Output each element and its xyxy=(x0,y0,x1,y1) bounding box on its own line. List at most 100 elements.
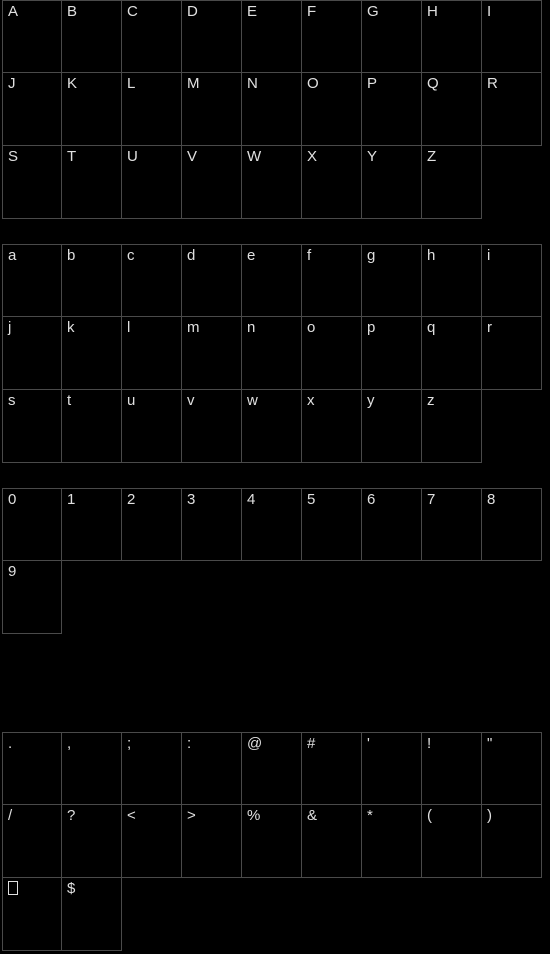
glyph-label: U xyxy=(127,149,138,164)
glyph-cell[interactable]: C xyxy=(122,0,182,73)
glyph-cell[interactable]: N xyxy=(242,73,302,146)
glyph-cell[interactable]: O xyxy=(302,73,362,146)
glyph-cell[interactable]: ; xyxy=(122,732,182,805)
glyph-cell[interactable]: & xyxy=(302,805,362,878)
glyph-cell[interactable]: Z xyxy=(422,146,482,219)
glyph-cell[interactable]: t xyxy=(62,390,122,463)
glyph-cell[interactable]: F xyxy=(302,0,362,73)
glyph-cell[interactable]: g xyxy=(362,244,422,317)
glyph-cell[interactable]: ) xyxy=(482,805,542,878)
glyph-cell[interactable]: f xyxy=(302,244,362,317)
glyph-cell[interactable]: H xyxy=(422,0,482,73)
glyph-cell[interactable]: d xyxy=(182,244,242,317)
glyph-cell[interactable]: 4 xyxy=(242,488,302,561)
glyph-cell[interactable]: B xyxy=(62,0,122,73)
glyph-cell[interactable]: n xyxy=(242,317,302,390)
glyph-cell[interactable]: u xyxy=(122,390,182,463)
glyph-label: # xyxy=(307,736,315,751)
glyph-cell[interactable]: p xyxy=(362,317,422,390)
glyph-cell[interactable]: h xyxy=(422,244,482,317)
glyph-cell[interactable]: 0 xyxy=(2,488,62,561)
glyph-cell[interactable]: U xyxy=(122,146,182,219)
glyph-cell[interactable]: < xyxy=(122,805,182,878)
glyph-cell[interactable]: G xyxy=(362,0,422,73)
glyph-cell[interactable]: 6 xyxy=(362,488,422,561)
glyph-cell[interactable]: 1 xyxy=(62,488,122,561)
glyph-label: d xyxy=(187,248,195,263)
glyph-cell[interactable]: z xyxy=(422,390,482,463)
glyph-cell[interactable]: P xyxy=(362,73,422,146)
glyph-cell[interactable]: b xyxy=(62,244,122,317)
glyph-label: D xyxy=(187,4,198,19)
glyph-cell[interactable]: M xyxy=(182,73,242,146)
glyph-cell[interactable]: ! xyxy=(422,732,482,805)
glyph-cell[interactable]: : xyxy=(182,732,242,805)
glyph-cell[interactable]: ? xyxy=(62,805,122,878)
glyph-cell[interactable]: o xyxy=(302,317,362,390)
glyph-label: V xyxy=(187,149,197,164)
glyph-label: s xyxy=(8,393,16,408)
glyph-cell[interactable]: 5 xyxy=(302,488,362,561)
glyph-cell[interactable]: c xyxy=(122,244,182,317)
glyph-cell[interactable]: @ xyxy=(242,732,302,805)
glyph-cell[interactable]: Q xyxy=(422,73,482,146)
glyph-cell[interactable]: j xyxy=(2,317,62,390)
glyph-label: 6 xyxy=(367,492,375,507)
glyph-cell[interactable]: " xyxy=(482,732,542,805)
glyph-label: H xyxy=(427,4,438,19)
glyph-cell[interactable]: ' xyxy=(362,732,422,805)
glyph-cell[interactable]: / xyxy=(2,805,62,878)
glyph-cell[interactable]: r xyxy=(482,317,542,390)
charmap-section-lowercase: ab cd ef ghi jklmno pqr s tuvwxyz xyxy=(2,244,542,463)
glyph-cell[interactable]: # xyxy=(302,732,362,805)
glyph-cell[interactable]: E xyxy=(242,0,302,73)
glyph-cell[interactable]: > xyxy=(182,805,242,878)
glyph-cell[interactable]: K xyxy=(62,73,122,146)
glyph-cell[interactable]: s xyxy=(2,390,62,463)
glyph-cell[interactable]: x xyxy=(302,390,362,463)
glyph-cell[interactable]: v xyxy=(182,390,242,463)
glyph-cell[interactable]: 9 xyxy=(2,561,62,634)
glyph-cell[interactable]: S xyxy=(2,146,62,219)
glyph-cell[interactable]: . xyxy=(2,732,62,805)
glyph-cell[interactable]: a xyxy=(2,244,62,317)
glyph-cell[interactable]: A xyxy=(2,0,62,73)
glyph-cell[interactable]: 7 xyxy=(422,488,482,561)
glyph-cell[interactable]: , xyxy=(62,732,122,805)
glyph-cell[interactable]: 2 xyxy=(122,488,182,561)
glyph-cell[interactable]: m xyxy=(182,317,242,390)
glyph-cell[interactable]: 3 xyxy=(182,488,242,561)
glyph-label: Q xyxy=(427,76,439,91)
glyph-cell[interactable]: X xyxy=(302,146,362,219)
glyph-cell[interactable]: $ xyxy=(62,878,122,951)
glyph-cell[interactable]: T xyxy=(62,146,122,219)
glyph-cell[interactable]: * xyxy=(362,805,422,878)
glyph-cell[interactable] xyxy=(2,878,62,951)
glyph-cell[interactable]: l xyxy=(122,317,182,390)
glyph-cell[interactable]: % xyxy=(242,805,302,878)
glyph-cell[interactable]: 8 xyxy=(482,488,542,561)
glyph-cell[interactable]: L xyxy=(122,73,182,146)
glyph-label: o xyxy=(307,320,315,335)
glyph-cell[interactable]: D xyxy=(182,0,242,73)
glyph-cell[interactable]: ( xyxy=(422,805,482,878)
glyph-label: b xyxy=(67,248,75,263)
glyph-cell[interactable]: W xyxy=(242,146,302,219)
glyph-cell[interactable]: I xyxy=(482,0,542,73)
glyph-cell[interactable]: V xyxy=(182,146,242,219)
glyph-cell[interactable]: Y xyxy=(362,146,422,219)
glyph-cell[interactable]: y xyxy=(362,390,422,463)
glyph-label: 2 xyxy=(127,492,135,507)
glyph-cell[interactable]: k xyxy=(62,317,122,390)
glyph-label: 9 xyxy=(8,564,16,579)
glyph-label: ? xyxy=(67,808,75,823)
glyph-cell[interactable]: e xyxy=(242,244,302,317)
glyph-label: M xyxy=(187,76,200,91)
glyph-cell[interactable]: q xyxy=(422,317,482,390)
glyph-cell[interactable]: w xyxy=(242,390,302,463)
glyph-label: f xyxy=(307,248,311,263)
glyph-label: C xyxy=(127,4,138,19)
glyph-cell[interactable]: i xyxy=(482,244,542,317)
glyph-cell[interactable]: J xyxy=(2,73,62,146)
glyph-cell[interactable]: R xyxy=(482,73,542,146)
